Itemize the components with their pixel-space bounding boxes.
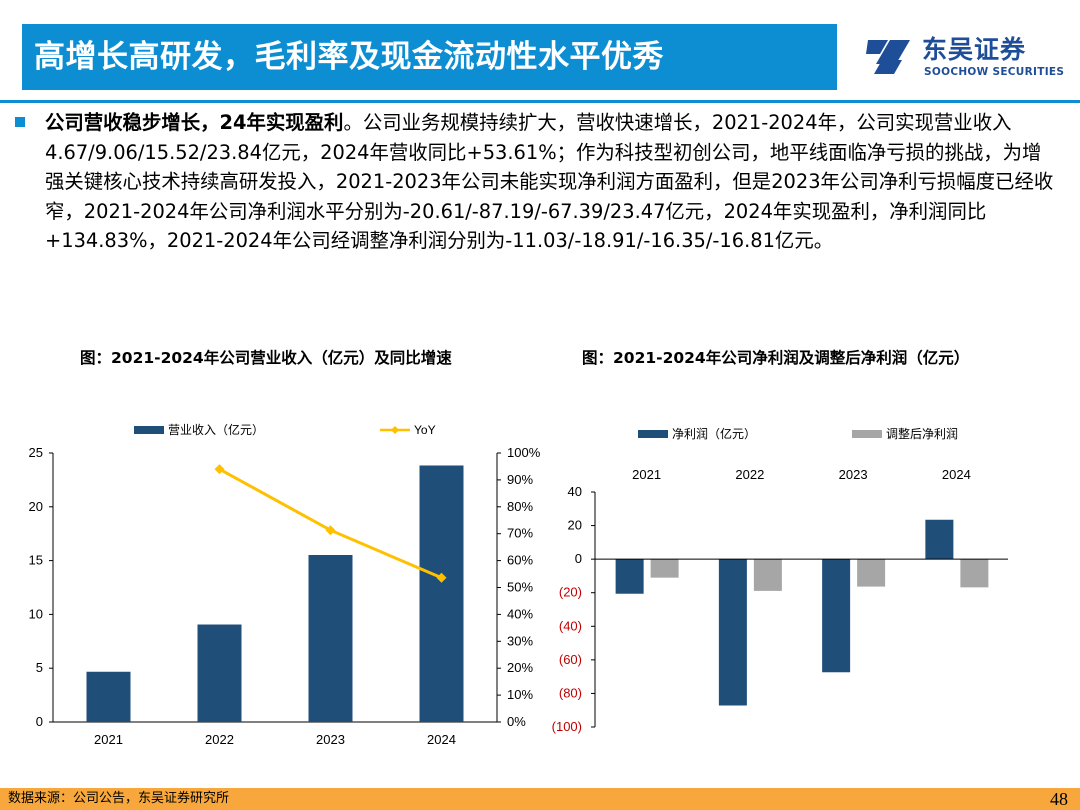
right-y-tick-label: 70% xyxy=(507,526,533,541)
y-tick-label: (80) xyxy=(559,685,582,700)
left-y-tick-label: 15 xyxy=(29,553,43,568)
right-y-tick-label: 50% xyxy=(507,580,533,595)
source-note: 数据来源：公司公告，东吴证券研究所 xyxy=(8,791,230,806)
x-category-label: 2023 xyxy=(839,467,868,482)
left-y-tick-label: 5 xyxy=(36,660,43,675)
y-tick-label: (40) xyxy=(559,618,582,633)
legend-revenue-swatch xyxy=(134,426,164,434)
net-profit-bar xyxy=(718,559,747,706)
brand-name-en: SOOCHOW SECURITIES xyxy=(924,66,1065,78)
yoy-point xyxy=(214,464,225,475)
y-tick-label: 20 xyxy=(568,518,582,533)
left-y-tick-label: 10 xyxy=(29,606,43,621)
right-y-tick-label: 100% xyxy=(507,445,541,460)
legend-yoy-marker xyxy=(391,426,399,434)
net-profit-bar xyxy=(925,519,954,560)
page-title: 高增长高研发，毛利率及现金流动性水平优秀 xyxy=(34,39,664,75)
right-y-tick-label: 40% xyxy=(507,606,533,621)
y-tick-label: 0 xyxy=(575,551,582,566)
yoy-point xyxy=(436,572,447,583)
revenue-bar xyxy=(197,624,242,722)
right-y-tick-label: 90% xyxy=(507,472,533,487)
revenue-bar xyxy=(86,671,131,722)
y-tick-label: (20) xyxy=(559,585,582,600)
x-category-label: 2022 xyxy=(735,467,764,482)
y-tick-label: 40 xyxy=(568,484,582,499)
brand-name-cn: 东吴证券 xyxy=(922,35,1027,64)
revenue-chart: 0 5 10 15 20 25 0% 10% 20% 30% 40% 50% 60% 70% 80% 90% 1… xyxy=(29,422,541,747)
legend-net-profit-swatch xyxy=(638,430,668,438)
lead-sentence: 公司营收稳步增长，24年实现盈利 xyxy=(45,111,344,134)
revenue-bar xyxy=(419,465,464,722)
body-paragraph: 公司营收稳步增长，24年实现盈利。公司业务规模持续扩大，营收快速增长，2021-… xyxy=(45,108,1060,256)
right-y-tick-label: 80% xyxy=(507,499,533,514)
legend-yoy-label: YoY xyxy=(414,423,436,437)
x-category-label: 2024 xyxy=(427,732,456,747)
right-y-tick-label: 30% xyxy=(507,633,533,648)
brand-logo: 东吴证券 SOOCHOW SECURITIES xyxy=(862,30,1065,84)
adjusted-net-profit-bar xyxy=(857,559,886,587)
adjusted-net-profit-bar xyxy=(960,559,989,588)
left-y-tick-label: 25 xyxy=(29,445,43,460)
title-bar: 高增长高研发，毛利率及现金流动性水平优秀 xyxy=(22,24,837,90)
net-profit-bar xyxy=(822,559,851,673)
body-text: 。公司业务规模持续扩大，营收快速增长，2021-2024年，公司实现营业收入4.… xyxy=(45,111,1054,252)
right-y-tick-label: 10% xyxy=(507,687,533,702)
yoy-point xyxy=(325,525,336,536)
net-profit-bar xyxy=(615,559,644,594)
left-chart-caption: 图：2021-2024年公司营业收入（亿元）及同比增速 xyxy=(80,349,452,367)
right-y-tick-label: 20% xyxy=(507,660,533,675)
net-profit-chart: (100) (80) (60) (40) (20) 0 20 40 2021 2022 2023 20… xyxy=(552,426,1008,734)
x-category-label: 2021 xyxy=(632,467,661,482)
legend-adjusted-label: 调整后净利润 xyxy=(886,426,958,441)
header-divider xyxy=(0,100,1080,103)
y-tick-label: (100) xyxy=(552,719,582,734)
legend-revenue-label: 营业收入（亿元） xyxy=(168,422,264,437)
page-number: 48 xyxy=(1050,789,1068,809)
adjusted-net-profit-bar xyxy=(753,559,782,591)
adjusted-net-profit-bar xyxy=(650,559,679,578)
right-y-tick-label: 0% xyxy=(507,714,526,729)
x-category-label: 2023 xyxy=(316,732,345,747)
legend-net-profit-label: 净利润（亿元） xyxy=(672,426,756,441)
y-tick-label: (60) xyxy=(559,652,582,667)
bullet-square-icon xyxy=(15,117,25,127)
left-y-tick-label: 20 xyxy=(29,499,43,514)
x-category-label: 2022 xyxy=(205,732,234,747)
right-chart-caption: 图：2021-2024年公司净利润及调整后净利润（亿元） xyxy=(582,349,970,367)
right-y-tick-label: 60% xyxy=(507,553,533,568)
left-y-tick-label: 0 xyxy=(36,714,43,729)
x-category-label: 2021 xyxy=(94,732,123,747)
footer-bar: 数据来源：公司公告，东吴证券研究所 48 xyxy=(0,788,1080,810)
x-category-label: 2024 xyxy=(942,467,971,482)
legend-adjusted-swatch xyxy=(852,430,882,438)
soochow-logo-icon xyxy=(866,40,910,74)
revenue-bar xyxy=(308,555,353,722)
